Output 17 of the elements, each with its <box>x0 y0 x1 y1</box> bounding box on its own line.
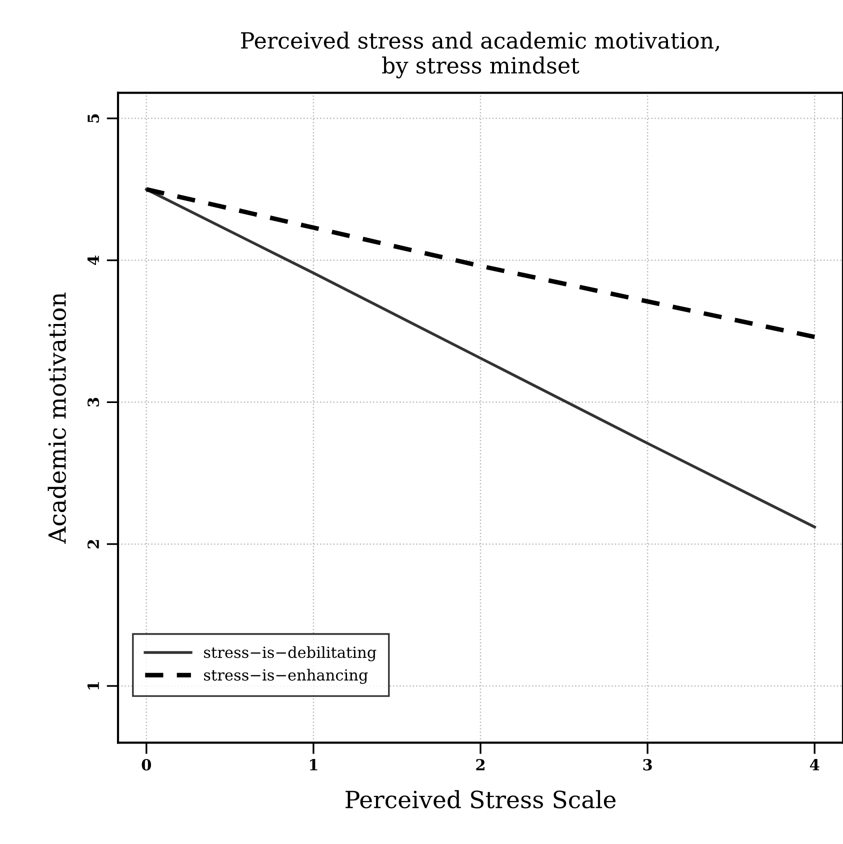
x-tick-label: 1 <box>310 758 318 770</box>
y-tick-label: 3 <box>88 398 100 406</box>
y-axis-title: Academic motivation <box>48 292 66 544</box>
x-tick-label: 2 <box>476 758 484 770</box>
y-tick-label: 2 <box>88 540 99 548</box>
x-axis-title: Perceived Stress Scale <box>346 790 616 808</box>
y-tick-label: 1 <box>88 682 99 690</box>
x-tick-label: 3 <box>643 758 652 771</box>
legend-label: stress−is−enhancing <box>204 668 368 684</box>
x-tick-label: 4 <box>810 758 820 770</box>
y-tick-label: 5 <box>88 114 100 122</box>
legend-label: stress−is−debilitating <box>204 646 376 662</box>
x-tick-label: 0 <box>142 758 152 771</box>
line-series <box>145 188 816 528</box>
y-tick-label: 4 <box>88 256 99 265</box>
chart-title: Perceived stress and academic motivation, by stress mindset <box>241 32 720 78</box>
line-series <box>144 187 817 340</box>
